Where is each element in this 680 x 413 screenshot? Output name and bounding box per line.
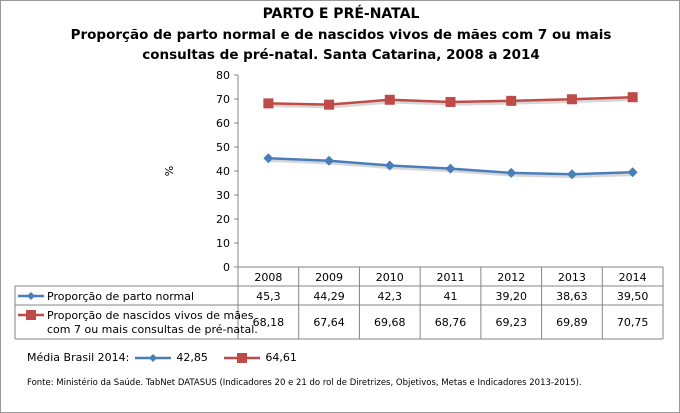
- table-cell-pre-natal: 69,68: [374, 316, 406, 329]
- chart-subtitle: Proporção de parto normal e de nascidos …: [1, 25, 679, 65]
- y-tick-label: 60: [216, 117, 230, 130]
- x-category-label: 2008: [254, 271, 282, 284]
- data-point-parto-normal: [627, 167, 638, 178]
- y-tick-label: 30: [216, 189, 230, 202]
- data-point-pre-natal: [566, 94, 577, 105]
- y-tick-label: 40: [216, 165, 230, 178]
- source-note: Fonte: Ministério da Saúde. TabNet DATAS…: [27, 378, 582, 388]
- table-cell-parto-normal: 42,3: [378, 290, 403, 303]
- y-tick-label: 50: [216, 141, 230, 154]
- table-cell-pre-natal: 69,89: [556, 316, 588, 329]
- legend-label-pre-natal-line1: Proporção de nascidos vivos de mães: [47, 309, 254, 322]
- brasil-value-pre-natal: 64,61: [265, 351, 297, 364]
- legend-square-icon: [26, 310, 36, 320]
- brasil-label: Média Brasil 2014:: [27, 351, 130, 364]
- data-point-parto-normal: [263, 153, 274, 164]
- legend-label-parto-normal: Proporção de parto normal: [47, 290, 194, 303]
- brasil-red-marker-icon: [223, 353, 260, 363]
- table-cell-parto-normal: 39,20: [495, 290, 527, 303]
- table-cell-parto-normal: 38,63: [556, 290, 588, 303]
- brasil-legend: Média Brasil 2014: 42,85 64,61: [27, 351, 297, 364]
- table-cell-pre-natal: 67,64: [313, 316, 345, 329]
- table-cell-parto-normal: 39,50: [617, 290, 649, 303]
- y-tick-label: 0: [223, 261, 230, 274]
- x-category-label: 2011: [437, 271, 465, 284]
- x-category-label: 2014: [619, 271, 647, 284]
- brasil-blue-marker-icon: [134, 354, 171, 362]
- data-point-parto-normal: [324, 155, 335, 166]
- brasil-value-parto-normal: 42,85: [176, 351, 208, 364]
- data-point-pre-natal: [324, 99, 335, 110]
- data-point-pre-natal: [263, 98, 274, 109]
- subtitle-line-2: consultas de pré-natal. Santa Catarina, …: [142, 47, 540, 63]
- table-cell-pre-natal: 68,76: [435, 316, 467, 329]
- data-point-pre-natal: [445, 96, 456, 107]
- x-category-label: 2009: [315, 271, 343, 284]
- table-cell-parto-normal: 41: [444, 290, 458, 303]
- data-point-pre-natal: [506, 95, 517, 106]
- chart-title: PARTO E PRÉ-NATAL: [262, 6, 420, 22]
- y-tick-label: 20: [216, 213, 230, 226]
- data-point-pre-natal: [384, 94, 395, 105]
- legend-diamond-icon: [27, 292, 35, 300]
- table-cell-parto-normal: 44,29: [313, 290, 345, 303]
- data-point-parto-normal: [566, 169, 577, 180]
- table-cell-parto-normal: 45,3: [256, 290, 281, 303]
- x-category-label: 2012: [497, 271, 525, 284]
- data-point-parto-normal: [445, 163, 456, 174]
- table-cell-pre-natal: 68,18: [253, 316, 285, 329]
- legend-label-pre-natal-line2: com 7 ou mais consultas de pré-natal.: [47, 323, 258, 336]
- table-cell-pre-natal: 70,75: [617, 316, 649, 329]
- subtitle-line-1: Proporção de parto normal e de nascidos …: [70, 27, 612, 43]
- data-point-pre-natal: [627, 92, 638, 103]
- data-point-parto-normal: [506, 167, 517, 178]
- y-axis-label: %: [163, 166, 176, 176]
- table-cell-pre-natal: 69,23: [495, 316, 527, 329]
- y-tick-label: 70: [216, 93, 230, 106]
- y-tick-label: 10: [216, 237, 230, 250]
- x-category-label: 2010: [376, 271, 404, 284]
- x-category-label: 2013: [558, 271, 586, 284]
- data-point-parto-normal: [384, 160, 395, 171]
- y-tick-label: 80: [216, 69, 230, 82]
